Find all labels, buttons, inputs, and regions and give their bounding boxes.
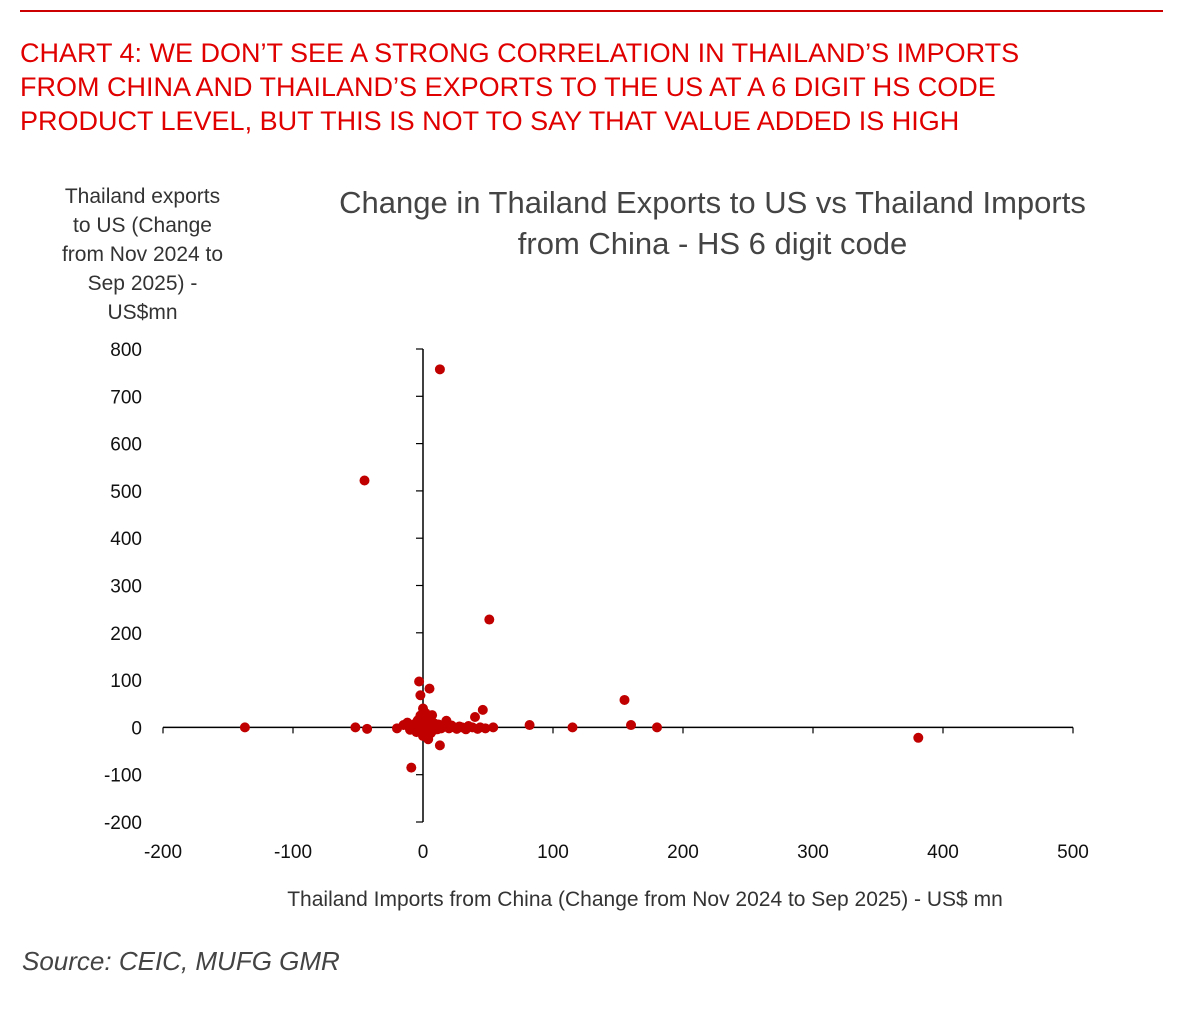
- data-point: [477, 704, 488, 715]
- y-axis-label-line: to US (Change: [73, 214, 212, 237]
- data-point: [350, 722, 361, 733]
- data-point: [434, 364, 445, 375]
- y-tick-label: 100: [110, 671, 142, 692]
- headline-line-1: CHART 4: WE DON’T SEE A STRONG CORRELATI…: [20, 38, 1020, 68]
- data-point: [424, 683, 435, 694]
- data-point: [239, 722, 250, 733]
- headline-line-3: PRODUCT LEVEL, BUT THIS IS NOT TO SAY TH…: [20, 106, 960, 136]
- x-tick-label: 200: [667, 842, 699, 863]
- source-note: Source: CEIC, MUFG GMR: [22, 946, 340, 976]
- data-point: [626, 720, 636, 731]
- y-axis-label-line: Thailand exports: [64, 185, 221, 208]
- data-point: [652, 722, 662, 733]
- y-tick-label: 700: [110, 387, 142, 408]
- data-point: [362, 723, 373, 734]
- y-tick-label: 0: [131, 718, 142, 739]
- y-tick-label: 500: [110, 482, 142, 503]
- x-tick-label: -200: [144, 842, 182, 863]
- x-tick-label: 300: [797, 842, 829, 863]
- y-tick-label: 200: [110, 624, 142, 645]
- x-tick-label: -100: [274, 842, 312, 863]
- x-tick-label: 400: [927, 842, 959, 863]
- data-point: [619, 694, 630, 705]
- chart-title-line: from China - HS 6 digit code: [517, 226, 908, 261]
- y-tick-label: 300: [110, 577, 142, 598]
- y-tick-label: 600: [110, 435, 142, 456]
- data-point: [470, 711, 480, 722]
- data-point: [567, 722, 578, 733]
- y-tick-label: -200: [104, 813, 142, 834]
- y-axis-label-line: from Nov 2024 to: [61, 243, 224, 266]
- chart-title: Change in Thailand Exports to US vs Thai…: [270, 182, 1155, 264]
- y-axis-label-line: US$mn: [107, 301, 178, 324]
- data-point: [359, 475, 370, 486]
- y-tick-label: 800: [110, 340, 142, 361]
- headline: CHART 4: WE DON’T SEE A STRONG CORRELATI…: [20, 36, 1170, 138]
- data-point: [406, 762, 417, 773]
- data-point: [484, 614, 495, 625]
- x-axis-label: Thailand Imports from China (Change from…: [287, 888, 1003, 911]
- x-tick-label: 0: [418, 842, 429, 863]
- chart-title-line: Change in Thailand Exports to US vs Thai…: [339, 185, 1086, 220]
- data-point: [480, 723, 491, 734]
- x-tick-label: 500: [1057, 842, 1089, 863]
- y-tick-label: 400: [110, 529, 142, 550]
- data-point: [488, 722, 499, 733]
- data-point: [427, 710, 438, 721]
- top-rule: [20, 10, 1163, 12]
- y-axis-label-line: Sep 2025) -: [87, 272, 198, 295]
- y-tick-label: -100: [104, 766, 142, 787]
- data-point: [415, 690, 426, 701]
- y-axis-label: Thailand exports to US (Change from Nov …: [40, 182, 245, 327]
- data-point: [434, 740, 445, 751]
- data-point: [913, 732, 924, 743]
- headline-line-2: FROM CHINA AND THAILAND’S EXPORTS TO THE…: [20, 72, 996, 102]
- x-tick-label: 100: [537, 842, 569, 863]
- data-point: [524, 720, 535, 731]
- data-point: [414, 676, 425, 687]
